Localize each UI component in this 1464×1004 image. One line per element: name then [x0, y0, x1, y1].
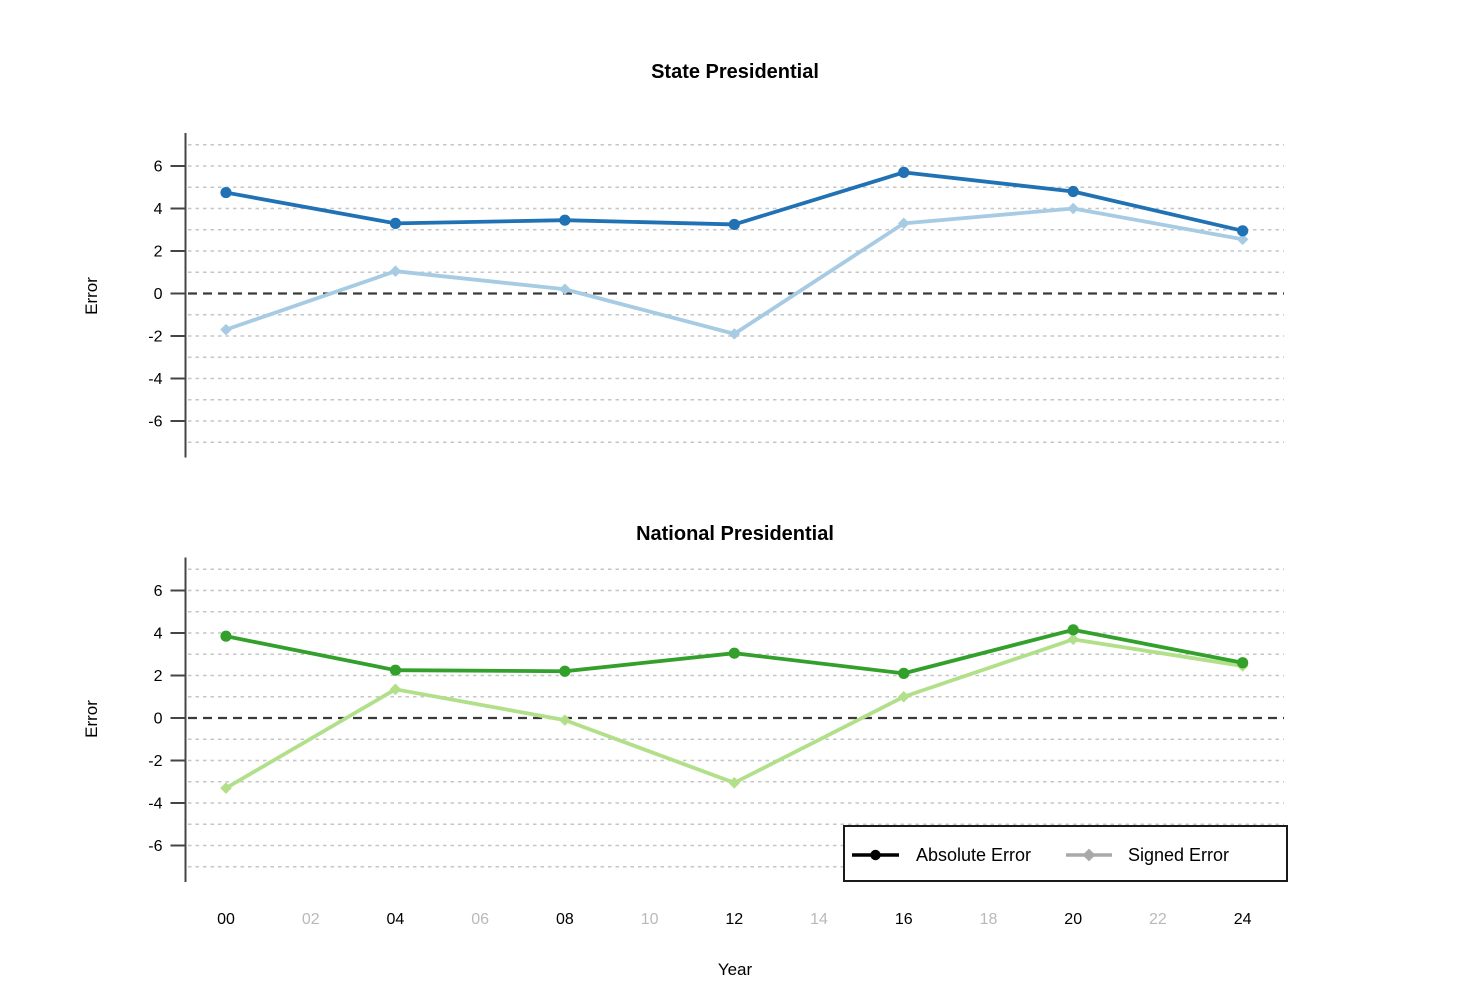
x-tick-label-02: 02 [302, 911, 320, 928]
legend-box [843, 825, 1288, 882]
y-tick-label: 2 [154, 668, 163, 685]
legend-label-absolute-error: Absolute Error [916, 845, 1031, 865]
y-tick-label: -4 [148, 371, 162, 388]
x-tick-label-10: 10 [641, 911, 659, 928]
x-tick-label-18: 18 [980, 911, 998, 928]
y-tick-label: -6 [148, 838, 162, 855]
legend-label-signed-error: Signed Error [1128, 845, 1229, 865]
x-axis-tick-labels: 00 02 04 06 08 10 12 14 16 18 20 22 24 [217, 911, 1252, 928]
legend-key-diamond-icon [1082, 848, 1096, 862]
y-tick-label: -2 [148, 329, 162, 346]
x-tick-label-22: 22 [1149, 911, 1167, 928]
legend-key-circle-icon [870, 849, 881, 861]
y-tick-label: 2 [154, 244, 163, 261]
panel-title-national-presidential: National Presidential [636, 523, 834, 545]
x-tick-label-14: 14 [810, 911, 828, 928]
state-presidential-plot-area: 6 4 2 0 -2 -4 -6 [148, 133, 1284, 458]
y-tick-label: 0 [154, 286, 163, 303]
legend: Absolute Error Signed Error [843, 825, 1288, 882]
y-tick-label: 4 [154, 201, 163, 218]
y-axis-label-national: Error [82, 700, 101, 738]
x-tick-label-24: 24 [1234, 911, 1252, 928]
x-tick-label-08: 08 [556, 911, 574, 928]
y-tick-label: 6 [154, 583, 163, 600]
y-tick-label: 6 [154, 159, 163, 176]
y-axis-label-state: Error [82, 277, 101, 315]
y-tick-label: -2 [148, 753, 162, 770]
x-tick-label-06: 06 [471, 911, 489, 928]
panel-title-state-presidential: State Presidential [651, 61, 819, 83]
x-tick-label-12: 12 [725, 911, 743, 928]
y-tick-label: -4 [148, 796, 162, 813]
x-tick-label-16: 16 [895, 911, 913, 928]
y-tick-label: 0 [154, 711, 163, 728]
y-tick-label: 4 [154, 626, 163, 643]
x-tick-label-04: 04 [387, 911, 405, 928]
national-presidential-plot-area: 6 4 2 0 -2 -4 -6 [148, 557, 1284, 882]
x-tick-label-20: 20 [1064, 911, 1082, 928]
x-axis-title: Year [718, 960, 753, 979]
x-tick-label-00: 00 [217, 911, 235, 928]
y-tick-label: -6 [148, 414, 162, 431]
